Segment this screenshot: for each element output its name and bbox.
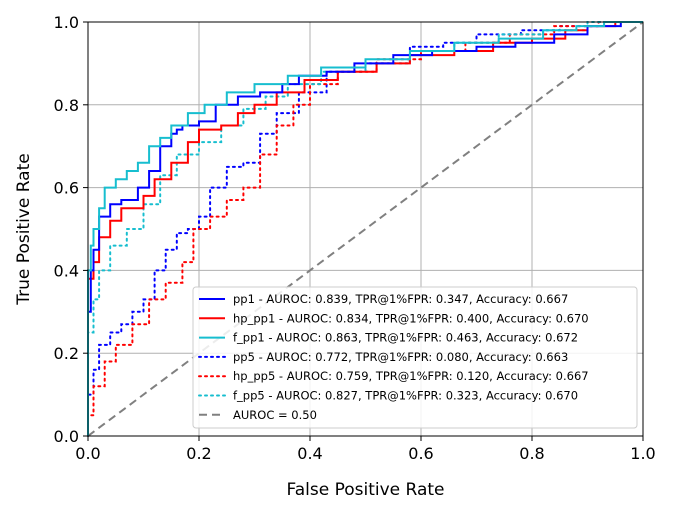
legend-box [192, 286, 638, 429]
x-tick-label: 0.0 [75, 444, 100, 463]
y-tick-label: 0.4 [54, 261, 79, 280]
y-tick-label: 0.6 [54, 179, 79, 198]
y-tick-label: 0.2 [54, 344, 79, 363]
legend-label-1: hp_pp1 - AUROC: 0.834, TPR@1%FPR: 0.400,… [233, 311, 589, 325]
legend-label-2: f_pp1 - AUROC: 0.863, TPR@1%FPR: 0.463, … [233, 331, 578, 345]
series-line-6 [87, 21, 644, 437]
x-tick-label: 0.2 [186, 444, 211, 463]
legend-label-0: pp1 - AUROC: 0.839, TPR@1%FPR: 0.347, Ac… [233, 292, 568, 306]
plot-frame [87, 21, 644, 437]
y-tick-label: 1.0 [54, 13, 79, 32]
y-axis-label: True Positive Rate [14, 153, 34, 305]
legend-label-6: AUROC = 0.50 [233, 408, 317, 422]
series-layer [87, 21, 644, 437]
x-tick-label: 0.6 [408, 444, 433, 463]
legend-label-3: pp5 - AUROC: 0.772, TPR@1%FPR: 0.080, Ac… [233, 350, 568, 364]
legend: pp1 - AUROC: 0.839, TPR@1%FPR: 0.347, Ac… [192, 286, 638, 429]
x-tick-label: 0.4 [297, 444, 322, 463]
ticks: 0.0 0.2 0.4 0.6 0.8 1.0 0.0 0.2 0.4 0.6 0.8 1.0 [54, 13, 656, 463]
legend-label-5: f_pp5 - AUROC: 0.827, TPR@1%FPR: 0.323, … [233, 389, 578, 403]
series-line-4 [87, 21, 644, 437]
legend-label-4: hp_pp5 - AUROC: 0.759, TPR@1%FPR: 0.120,… [233, 369, 589, 383]
series-line-2 [87, 21, 643, 436]
x-tick-label: 1.0 [630, 444, 655, 463]
x-axis-label: False Positive Rate [287, 480, 445, 500]
y-tick-label: 0.0 [54, 427, 79, 446]
x-tick-label: 0.8 [519, 444, 544, 463]
y-tick-label: 0.8 [54, 96, 79, 115]
